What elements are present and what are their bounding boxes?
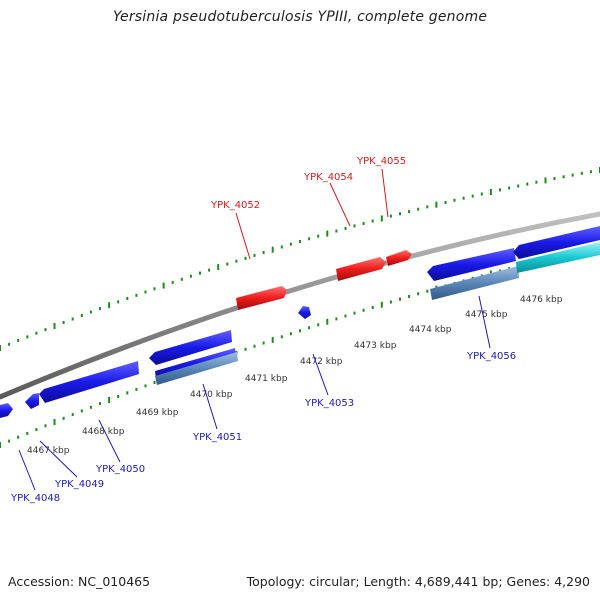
gene-arrow-ypk-4048 (0, 403, 13, 418)
tick-row-outer (0, 167, 600, 351)
gene-arrow-ypk-4050 (39, 361, 139, 403)
map-title: Yersinia pseudotuberculosis YPIII, compl… (112, 9, 488, 25)
gene-arrow-ypk-4049 (25, 393, 39, 409)
gene-label-ypk-4055: YPK_4055 (356, 156, 406, 167)
gene-arrow-ypk-4055 (386, 250, 412, 266)
scale-label-4472: 4472 kbp (300, 357, 343, 367)
gene-label-ypk-4053: YPK_4053 (304, 398, 354, 409)
gene-arrow-ypk-4053 (298, 306, 311, 319)
leader-ypk-4051 (202, 383, 218, 430)
gene-arrow-ypk-4051 (149, 330, 232, 365)
topology-summary: Topology: circular; Length: 4,689,441 bp… (246, 574, 590, 589)
gene-label-ypk-4054: YPK_4054 (303, 172, 353, 183)
gene-arrow-ypk-4057 (513, 226, 600, 259)
leader-ypk-4049 (39, 440, 78, 478)
gene-arrow-ypk-4054 (336, 257, 386, 281)
leader-ypk-4052 (235, 212, 251, 260)
forward-strand-genes (236, 250, 412, 310)
aux-bar-1 (516, 242, 600, 273)
leader-ypk-4053 (312, 353, 329, 396)
scale-label-4476: 4476 kbp (520, 295, 563, 305)
gene-arrow-ypk-4052 (236, 286, 287, 310)
scale-label-4467: 4467 kbp (27, 446, 70, 456)
cds-features (155, 266, 519, 385)
accession-text: Accession: NC_010465 (8, 574, 151, 589)
leader-ypk-4048 (18, 449, 36, 491)
scale-label-4475: 4475 kbp (465, 310, 508, 320)
gene-label-ypk-4051: YPK_4051 (192, 432, 242, 443)
gene-labels-reverse: YPK_4048 YPK_4049 YPK_4050 YPK_4051 YPK_… (10, 351, 516, 504)
leader-ypk-4050 (98, 419, 121, 463)
leader-lines (18, 168, 491, 491)
cds-bar-2 (430, 266, 519, 300)
scale-label-4470: 4470 kbp (190, 390, 233, 400)
scale-label-4473: 4473 kbp (354, 341, 397, 351)
reverse-strand-genes (0, 226, 600, 418)
gene-label-ypk-4049: YPK_4049 (54, 479, 104, 490)
cds-bar-1 (155, 352, 238, 385)
gene-label-ypk-4050: YPK_4050 (95, 464, 145, 475)
gene-labels-forward: YPK_4052 YPK_4054 YPK_4055 (210, 156, 406, 211)
aux-features (516, 242, 600, 273)
leader-ypk-4056 (478, 295, 491, 349)
genome-backbone (0, 211, 600, 400)
gene-label-ypk-4056: YPK_4056 (466, 351, 516, 362)
scale-label-4469: 4469 kbp (136, 408, 179, 418)
leader-ypk-4054 (329, 182, 351, 227)
scale-label-4474: 4474 kbp (409, 325, 452, 335)
scale-labels: 4467 kbp 4468 kbp 4469 kbp 4470 kbp 4471… (27, 295, 563, 456)
gene-label-ypk-4048: YPK_4048 (10, 493, 60, 504)
gene-arrow-ypk-4056 (427, 248, 516, 281)
gene-label-ypk-4052: YPK_4052 (210, 200, 260, 211)
scale-label-4471: 4471 kbp (245, 374, 288, 384)
scale-label-4468: 4468 kbp (82, 427, 125, 437)
leader-ypk-4055 (381, 168, 389, 218)
